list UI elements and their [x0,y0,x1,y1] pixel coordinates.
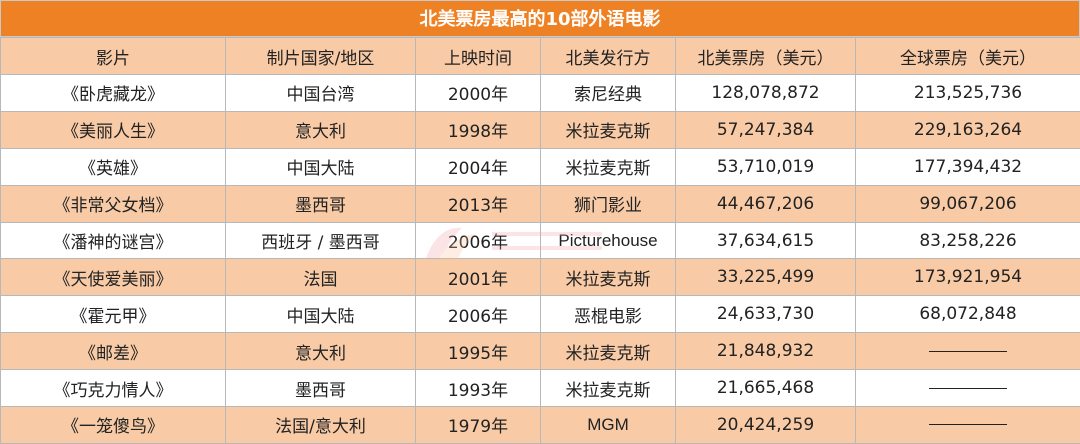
cell-na-gross: 53,710,019 [675,147,856,186]
cell-distributor: 米拉麦克斯 [540,332,676,371]
cell-country: 意大利 [225,110,416,149]
table-row: 《非常父女档》 墨西哥 2013年 狮门影业 44,467,206 99,067,206 [0,184,1080,223]
cell-distributor: 索尼经典 [540,74,676,112]
no-data-dash-icon [929,387,1007,389]
header-row: 影片 制片国家/地区 上映时间 北美发行方 北美票房（美元） 全球票房（美元） [0,37,1080,75]
cell-na-gross: 44,467,206 [675,184,856,223]
cell-world-gross: 213,525,736 [855,74,1080,112]
cell-distributor: 米拉麦克斯 [540,110,676,149]
header-country: 制片国家/地区 [225,37,416,75]
cell-country: 墨西哥 [225,369,416,408]
cell-film: 《天使爱美丽》 [0,258,226,297]
no-data-dash-icon [929,424,1007,426]
table-row: 《邮差》 意大利 1995年 米拉麦克斯 21,848,932 [0,332,1080,371]
cell-distributor: Picturehouse [540,221,676,260]
cell-film: 《霍元甲》 [0,295,226,334]
cell-country: 法国/意大利 [225,406,416,444]
header-distributor: 北美发行方 [540,37,676,75]
cell-world-gross: 83,258,226 [855,221,1080,260]
cell-country: 意大利 [225,332,416,371]
cell-world-gross: 229,163,264 [855,110,1080,149]
cell-film: 《美丽人生》 [0,110,226,149]
cell-world-gross: 173,921,954 [855,258,1080,297]
cell-na-gross: 33,225,499 [675,258,856,297]
table-row: 《霍元甲》 中国大陆 2006年 恶棍电影 24,633,730 68,072,848 [0,295,1080,334]
table-row: 《卧虎藏龙》 中国台湾 2000年 索尼经典 128,078,872 213,525,73… [0,74,1080,112]
cell-release: 2004年 [415,147,541,186]
cell-world-gross: 68,072,848 [855,295,1080,334]
cell-na-gross: 21,848,932 [675,332,856,371]
cell-distributor: 米拉麦克斯 [540,147,676,186]
cell-world-gross [855,332,1080,371]
cell-release: 1995年 [415,332,541,371]
header-world-gross: 全球票房（美元） [855,37,1080,75]
cell-world-gross: 177,394,432 [855,147,1080,186]
table-row: 《潘神的谜宫》 西班牙 / 墨西哥 2006年 Picturehouse 37,634,… [0,221,1080,260]
cell-release: 2000年 [415,74,541,112]
cell-country: 西班牙 / 墨西哥 [225,221,416,260]
cell-release: 1998年 [415,110,541,149]
cell-country: 中国台湾 [225,74,416,112]
cell-distributor: 米拉麦克斯 [540,369,676,408]
cell-na-gross: 128,078,872 [675,74,856,112]
cell-release: 1979年 [415,406,541,444]
cell-na-gross: 20,424,259 [675,406,856,444]
cell-country: 中国大陆 [225,295,416,334]
cell-film: 《卧虎藏龙》 [0,74,226,112]
cell-film: 《英雄》 [0,147,226,186]
cell-release: 2001年 [415,258,541,297]
cell-na-gross: 24,633,730 [675,295,856,334]
cell-film: 《一笼傻鸟》 [0,406,226,444]
cell-film: 《邮差》 [0,332,226,371]
box-office-table: 影片 制片国家/地区 上映时间 北美发行方 北美票房（美元） 全球票房（美元） … [0,37,1080,444]
table-row: 《一笼傻鸟》 法国/意大利 1979年 MGM 20,424,259 [0,406,1080,444]
cell-distributor: 恶棍电影 [540,295,676,334]
cell-film: 《非常父女档》 [0,184,226,223]
cell-distributor: 狮门影业 [540,184,676,223]
cell-country: 法国 [225,258,416,297]
cell-film: 《潘神的谜宫》 [0,221,226,260]
cell-world-gross [855,406,1080,444]
cell-distributor: 米拉麦克斯 [540,258,676,297]
header-na-gross: 北美票房（美元） [675,37,856,75]
cell-world-gross: 99,067,206 [855,184,1080,223]
cell-country: 墨西哥 [225,184,416,223]
table-title: 北美票房最高的10部外语电影 [0,0,1080,37]
cell-release: 2006年 [415,221,541,260]
cell-world-gross [855,369,1080,408]
header-release: 上映时间 [415,37,541,75]
cell-na-gross: 21,665,468 [675,369,856,408]
table-row: 《英雄》 中国大陆 2004年 米拉麦克斯 53,710,019 177,394,432 [0,147,1080,186]
table-body: 《卧虎藏龙》 中国台湾 2000年 索尼经典 128,078,872 213,525,73… [0,74,1080,444]
cell-na-gross: 37,634,615 [675,221,856,260]
cell-release: 2006年 [415,295,541,334]
table-row: 《巧克力情人》 墨西哥 1993年 米拉麦克斯 21,665,468 [0,369,1080,408]
cell-country: 中国大陆 [225,147,416,186]
no-data-dash-icon [929,350,1007,352]
table-row: 《美丽人生》 意大利 1998年 米拉麦克斯 57,247,384 229,163,264 [0,110,1080,149]
cell-release: 1993年 [415,369,541,408]
cell-release: 2013年 [415,184,541,223]
cell-na-gross: 57,247,384 [675,110,856,149]
header-film: 影片 [0,37,226,75]
table-row: 《天使爱美丽》 法国 2001年 米拉麦克斯 33,225,499 173,921,954 [0,258,1080,297]
cell-film: 《巧克力情人》 [0,369,226,408]
cell-distributor: MGM [540,406,676,444]
